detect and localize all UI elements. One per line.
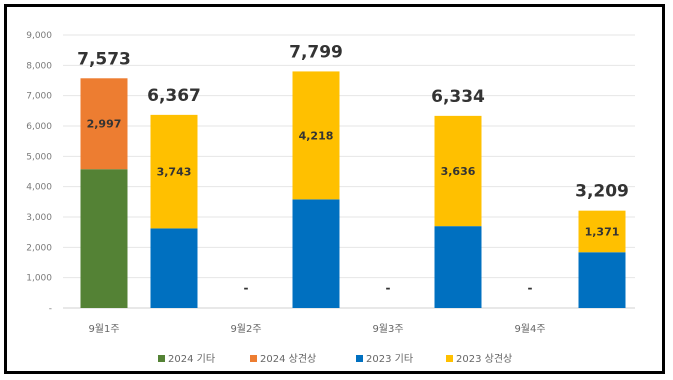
- legend-label: 2023 기타: [366, 353, 413, 365]
- y-tick-label: 3,000: [26, 213, 52, 223]
- bar-total-label: 7,799: [289, 42, 343, 62]
- x-tick-label: 9월4주: [514, 323, 545, 335]
- y-tick-label: 9,000: [26, 31, 52, 41]
- bar-segment-other: [292, 199, 340, 308]
- bar-total-label: 7,573: [77, 49, 131, 69]
- empty-bar-dash: -: [386, 281, 391, 295]
- segment-data-label: 1,371: [585, 225, 620, 238]
- segment-data-label: 3,743: [157, 166, 192, 179]
- bar-segment-consult: [292, 71, 340, 200]
- x-tick-label: 9월3주: [372, 323, 403, 335]
- bar-total-label: 6,367: [147, 86, 201, 106]
- legend-swatch: [446, 355, 453, 362]
- x-tick-label: 9월1주: [88, 323, 119, 335]
- bar-segment-other: [434, 226, 482, 308]
- bar-segment-consult: [80, 78, 128, 170]
- y-tick-label: 8,000: [26, 61, 52, 71]
- y-tick-label: 5,000: [26, 152, 52, 162]
- segment-data-label: 2,997: [87, 118, 122, 131]
- y-tick-label: 1,000: [26, 274, 52, 284]
- bar-total-label: 3,209: [575, 182, 629, 202]
- empty-bar-dash: -: [244, 281, 249, 295]
- bar-total-label: 6,334: [431, 87, 485, 107]
- bar-segment-other: [80, 169, 128, 308]
- segment-data-label: 4,218: [299, 129, 334, 142]
- segment-data-label: 3,636: [441, 165, 476, 178]
- legend-label: 2023 상견상: [456, 353, 512, 365]
- legend-swatch: [356, 355, 363, 362]
- bar-segment-other: [150, 228, 198, 308]
- y-tick-label: 4,000: [26, 183, 52, 193]
- empty-bar-dash: -: [528, 281, 533, 295]
- legend-label: 2024 기타: [168, 353, 215, 365]
- y-tick-label: 6,000: [26, 122, 52, 132]
- bar-segment-consult: [150, 114, 198, 229]
- legend-swatch: [158, 355, 165, 362]
- bar-segment-other: [578, 252, 626, 308]
- y-tick-label: 2,000: [26, 243, 52, 253]
- x-tick-label: 9월2주: [230, 323, 261, 335]
- bar-segment-consult: [578, 210, 626, 253]
- legend-swatch: [250, 355, 257, 362]
- y-tick-label: -: [49, 304, 52, 314]
- legend-label: 2024 상견상: [260, 353, 316, 365]
- bar-segment-consult: [434, 115, 482, 227]
- y-tick-label: 7,000: [26, 92, 52, 102]
